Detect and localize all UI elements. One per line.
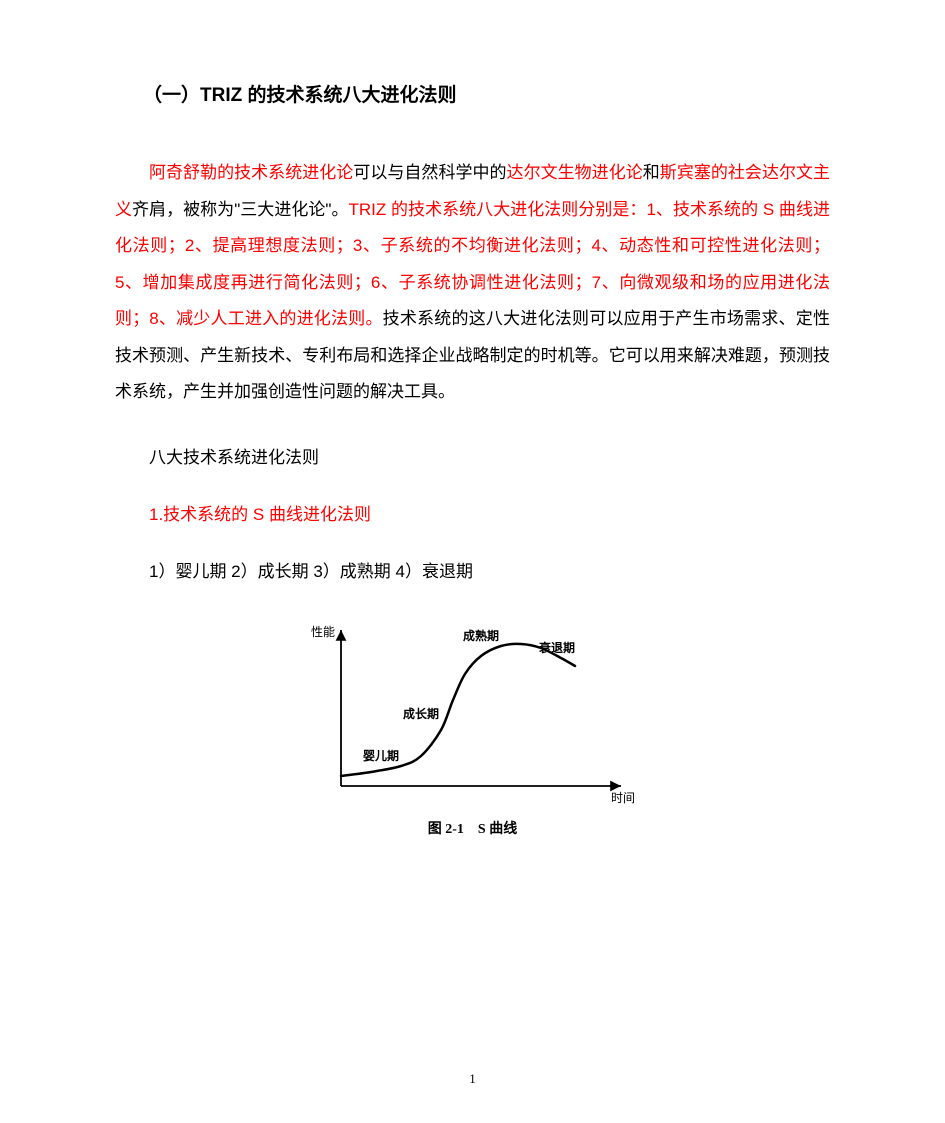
s-curve-chart: 性能时间 婴儿期 成长期 成熟期衰退期 图 2-1 S 曲线	[115, 618, 830, 838]
chart-caption: 图 2-1 S 曲线	[428, 818, 517, 838]
text-red-1: 阿奇舒勒的技术系统进化论	[149, 163, 353, 182]
svg-text:时间: 时间	[611, 791, 635, 805]
page-title: （一）TRIZ 的技术系统八大进化法则	[143, 80, 830, 107]
svg-text:衰退期: 衰退期	[538, 640, 575, 655]
svg-text:性能: 性能	[311, 625, 335, 639]
svg-text:成长期: 成长期	[403, 706, 439, 721]
svg-text:婴儿期: 婴儿期	[363, 748, 399, 763]
main-paragraph: 阿奇舒勒的技术系统进化论可以与自然科学中的达尔文生物进化论和斯宾塞的社会达尔文主…	[115, 155, 830, 411]
text-black-2: 和	[643, 163, 660, 182]
rule-1-title: 1.技术系统的 S 曲线进化法则	[115, 500, 830, 525]
stages-list: 1）婴儿期 2）成长期 3）成熟期 4）衰退期	[115, 557, 830, 582]
text-black-3: 齐肩，被称为"三大进化论"。	[132, 200, 348, 219]
subheading: 八大技术系统进化法则	[115, 443, 830, 468]
s-curve-svg: 性能时间 婴儿期 成长期 成熟期衰退期	[303, 618, 643, 808]
text-black-1: 可以与自然科学中的	[353, 163, 506, 182]
text-red-2: 达尔文生物进化论	[507, 163, 643, 182]
svg-text:成熟期: 成熟期	[463, 628, 499, 643]
page-number: 1	[469, 1071, 476, 1087]
